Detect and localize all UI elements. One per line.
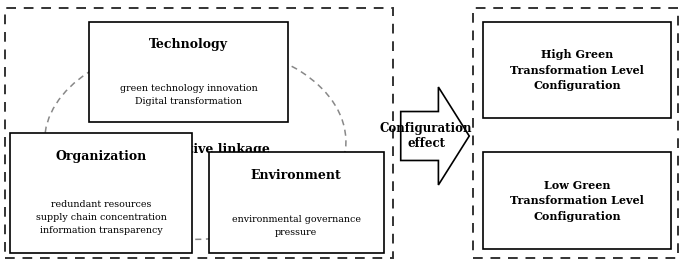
Bar (10, 133, 192, 253)
Text: Configuration
effect: Configuration effect (379, 122, 473, 150)
Bar (473, 8, 678, 258)
Text: Environment: Environment (251, 169, 342, 182)
Polygon shape (401, 87, 469, 185)
Bar (5, 8, 393, 258)
Text: redundant resources
supply chain concentration
information transparency: redundant resources supply chain concent… (36, 200, 166, 235)
Bar (483, 22, 671, 118)
Text: Low Green
Transformation Level
Configuration: Low Green Transformation Level Configura… (510, 180, 644, 222)
Text: High Green
Transformation Level
Configuration: High Green Transformation Level Configur… (510, 49, 644, 91)
Text: Technology: Technology (149, 38, 228, 51)
Bar (483, 152, 671, 249)
Text: Collaborative linkage: Collaborative linkage (121, 143, 270, 156)
Bar (89, 22, 288, 122)
Text: green technology innovation
Digital transformation: green technology innovation Digital tran… (119, 84, 258, 106)
Text: Organization: Organization (55, 150, 147, 163)
Text: environmental governance
pressure: environmental governance pressure (232, 215, 361, 237)
Bar (209, 152, 384, 253)
